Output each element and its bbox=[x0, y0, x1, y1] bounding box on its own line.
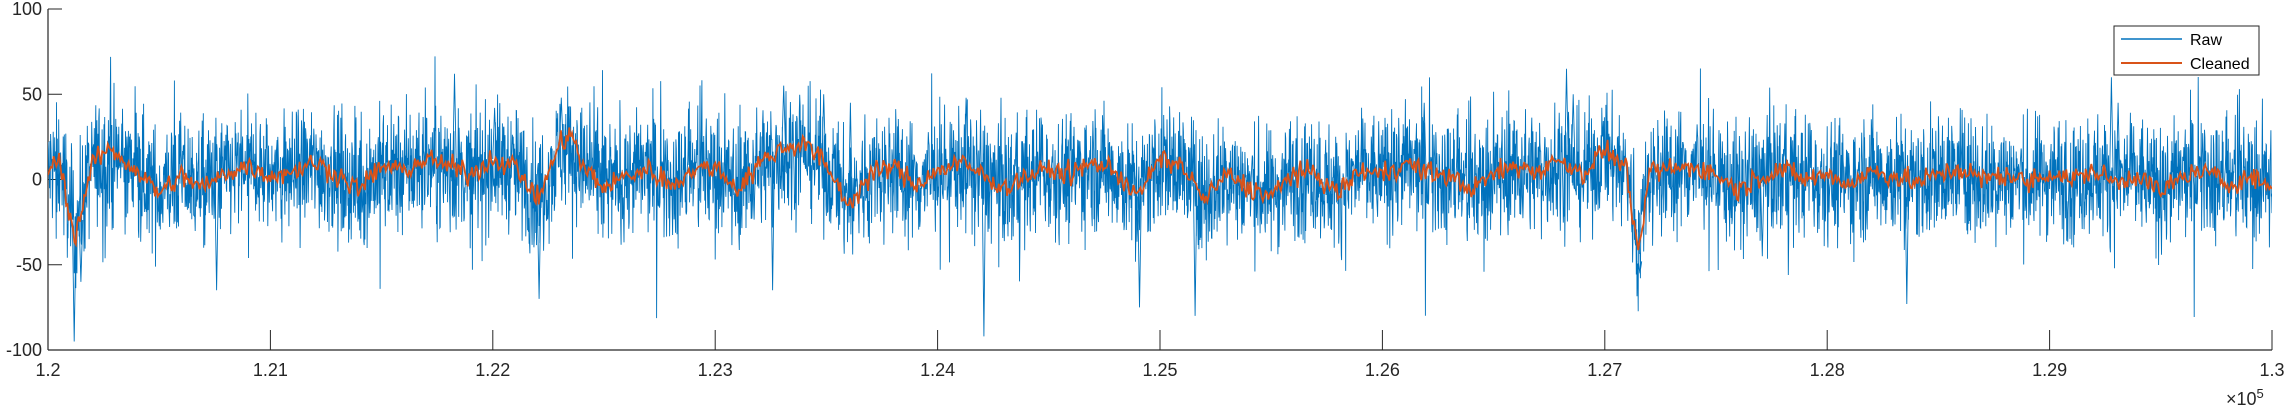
x-tick-label: 1.23 bbox=[698, 360, 733, 380]
x-tick-label: 1.21 bbox=[253, 360, 288, 380]
x-tick-label: 1.24 bbox=[920, 360, 955, 380]
x-tick-label: 1.25 bbox=[1142, 360, 1177, 380]
series-line-raw bbox=[48, 56, 2272, 342]
series-line-cleaned bbox=[48, 127, 2272, 251]
y-tick-label: -50 bbox=[16, 255, 42, 275]
x-exponent-label: ×105 bbox=[2226, 386, 2264, 410]
legend-label-cleaned: Cleaned bbox=[2190, 56, 2250, 73]
legend: Raw Cleaned bbox=[2113, 25, 2260, 76]
plot-area bbox=[48, 56, 2272, 342]
x-tick-label: 1.26 bbox=[1365, 360, 1400, 380]
x-tick-label: 1.22 bbox=[475, 360, 510, 380]
x-tick-label: 1.2 bbox=[35, 360, 60, 380]
x-tick-label: 1.3 bbox=[2259, 360, 2284, 380]
y-tick-label: 0 bbox=[32, 170, 42, 190]
x-tick-label: 1.29 bbox=[2032, 360, 2067, 380]
y-tick-label: -100 bbox=[6, 340, 42, 360]
legend-box bbox=[2113, 25, 2260, 76]
y-tick-label: 100 bbox=[12, 0, 42, 19]
legend-label-raw: Raw bbox=[2190, 32, 2222, 49]
x-tick-label: 1.28 bbox=[1810, 360, 1845, 380]
x-ticks: 1.2 1.21 1.22 1.23 1.24 1.25 1.26 1.27 1.28 1.29 1… bbox=[35, 330, 2285, 380]
y-ticks: 100 50 0 -50 -100 bbox=[6, 0, 62, 360]
y-tick-label: 50 bbox=[22, 84, 42, 104]
x-tick-label: 1.27 bbox=[1587, 360, 1622, 380]
